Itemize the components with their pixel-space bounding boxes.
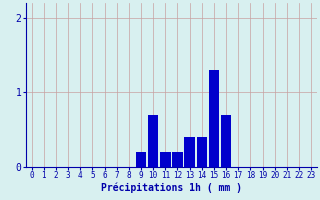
X-axis label: Précipitations 1h ( mm ): Précipitations 1h ( mm ) xyxy=(101,183,242,193)
Bar xyxy=(196,137,207,167)
Bar xyxy=(160,152,171,167)
Bar xyxy=(185,137,195,167)
Bar xyxy=(136,152,146,167)
Bar xyxy=(209,70,219,167)
Bar xyxy=(148,115,158,167)
Bar xyxy=(221,115,231,167)
Bar xyxy=(172,152,183,167)
